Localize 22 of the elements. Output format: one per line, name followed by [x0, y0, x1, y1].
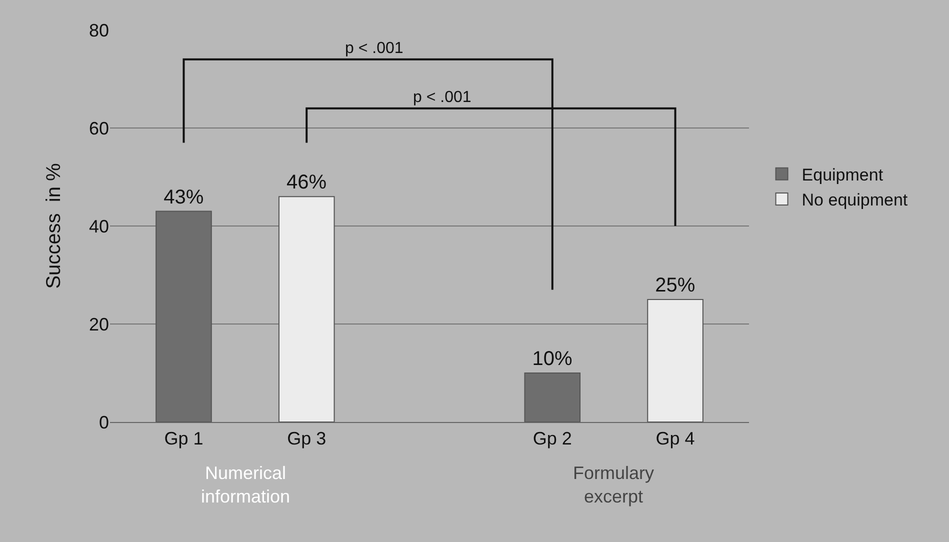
bar — [647, 299, 704, 422]
text: Numerical information — [201, 463, 290, 506]
y-tick-label: 40 — [88, 216, 109, 236]
legend-label: No equipment — [802, 190, 908, 210]
legend-label: Equipment — [802, 165, 884, 184]
y-tick-label: 0 — [98, 412, 109, 432]
data-label: 10% — [532, 348, 573, 370]
annotation: p < .001 — [413, 89, 472, 106]
x-tick-label: Gp 1 — [164, 428, 204, 449]
x-tick-label: Gp 2 — [532, 428, 572, 449]
y-tick-label: 60 — [88, 118, 109, 138]
y-tick-label: 80 — [88, 20, 109, 40]
data-label: 46% — [286, 172, 327, 194]
data-label: 25% — [655, 274, 696, 296]
bar — [278, 196, 335, 422]
x-tick-label: Gp 3 — [287, 428, 326, 449]
y-tick-label: 20 — [88, 314, 109, 334]
y-axis-title: Success in % — [43, 162, 65, 289]
text: Formulary excerpt — [573, 463, 654, 506]
annotation: p < .001 — [345, 40, 404, 57]
x-tick-label: Gp 4 — [656, 428, 695, 449]
data-label: 43% — [164, 186, 204, 208]
